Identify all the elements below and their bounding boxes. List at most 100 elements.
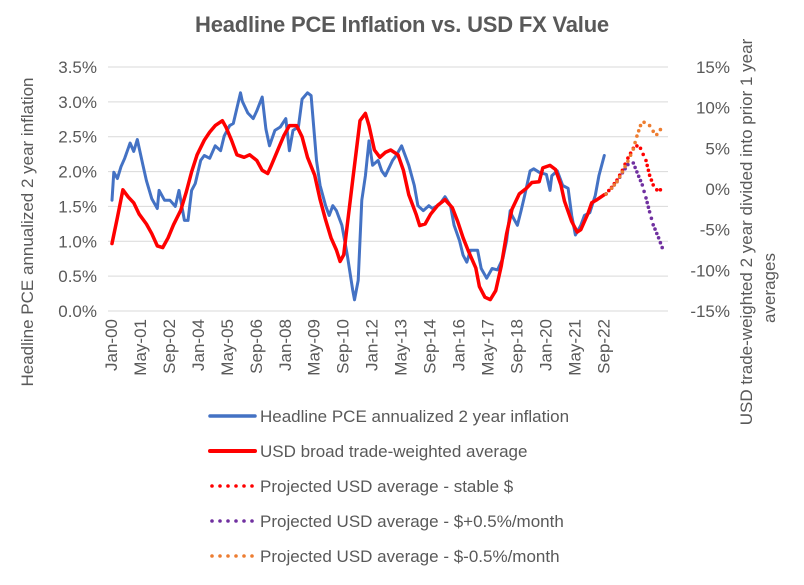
projection-dot — [655, 132, 659, 137]
x-tick-label: Sep-22 — [594, 319, 613, 374]
projection-dot — [633, 165, 637, 170]
projection-dot — [604, 192, 608, 196]
left-tick-label: 3.5% — [58, 58, 97, 77]
series-projected-usd-average-0-5-month-dots — [604, 161, 664, 250]
projection-dot — [626, 156, 630, 160]
projection-dot — [615, 179, 619, 184]
projection-dot — [642, 120, 646, 125]
projection-dot — [640, 183, 645, 187]
right-axis-ticks: -15% -10% -5% 0% 5% 10% 15% — [690, 58, 730, 321]
projection-dot — [638, 146, 643, 151]
left-tick-label: 1.5% — [58, 197, 97, 216]
legend-label: Headline PCE annualized 2 year inflation — [260, 407, 569, 426]
legend-label: Projected USD average - $+0.5%/month — [260, 512, 564, 531]
legend-item-projected-usd-average-stable: Projected USD average - stable $ — [210, 477, 514, 496]
projection-dot — [609, 186, 614, 190]
projection-dot — [635, 144, 639, 148]
projection-dot — [651, 223, 655, 227]
x-tick-label: Jan-00 — [102, 319, 121, 371]
legend-item-headline-pce-annualized-2-year-inflation: Headline PCE annualized 2 year inflation — [208, 407, 569, 426]
x-tick-label: Jan-16 — [450, 319, 469, 371]
x-tick-label: Jan-20 — [536, 319, 555, 371]
series-headline-pce-annualized-2-year-inflation-line — [110, 91, 606, 302]
projection-dot — [651, 129, 655, 134]
left-tick-label: 2.5% — [58, 128, 97, 147]
x-tick-label: Sep-10 — [334, 319, 353, 374]
right-tick-label: 15% — [696, 58, 730, 77]
projection-dot — [631, 161, 636, 165]
left-tick-label: 3.0% — [58, 93, 97, 112]
left-tick-label: 0.5% — [58, 267, 97, 286]
right-tick-label: -15% — [690, 302, 730, 321]
projection-dot — [626, 159, 630, 164]
projection-dot — [631, 147, 636, 151]
legend-label: Projected USD average - stable $ — [260, 477, 514, 496]
projection-dot — [653, 227, 657, 231]
projection-dot — [645, 163, 649, 168]
right-axis-title-line1: USD trade-weighted 2 year divided into p… — [737, 38, 756, 425]
projection-dot — [645, 200, 649, 205]
right-tick-label: -5% — [700, 221, 730, 240]
left-axis-title: Headline PCE annualized 2 year inflation — [18, 77, 37, 386]
projection-dot — [617, 175, 622, 179]
legend-item-usd-broad-trade-weighted-average: USD broad trade-weighted average — [208, 442, 527, 461]
series-usd-broad-trade-weighted-average-line — [110, 111, 607, 302]
plot-series — [110, 91, 664, 302]
projection-dot — [647, 210, 652, 214]
projection-dot — [607, 188, 611, 193]
projection-dot — [636, 129, 641, 133]
projection-dot — [638, 123, 643, 128]
left-tick-label: 1.0% — [58, 232, 97, 251]
projection-dot — [623, 164, 627, 169]
projection-dot — [658, 127, 663, 132]
projection-dot — [638, 178, 643, 183]
right-tick-label: 5% — [705, 139, 730, 158]
projection-dot — [651, 183, 655, 187]
projection-dot — [636, 174, 641, 179]
right-tick-label: 0% — [705, 180, 730, 199]
projection-dot — [612, 183, 617, 187]
left-axis-ticks: 0.0% 0.5% 1.0% 1.5% 2.0% 2.5% 3.0% 3.5% — [58, 58, 97, 321]
legend-label: USD broad trade-weighted average — [260, 442, 527, 461]
projection-dot — [635, 170, 639, 174]
projection-dot — [655, 188, 659, 192]
projection-dot — [649, 178, 654, 182]
chart-title: Headline PCE Inflation vs. USD FX Value — [195, 12, 609, 37]
projection-dot — [628, 153, 633, 157]
projection-dot — [646, 205, 651, 209]
x-tick-label: Sep-18 — [507, 319, 526, 374]
x-tick-label: May-13 — [392, 319, 411, 376]
projection-dot — [646, 168, 651, 173]
x-tick-label: Jan-04 — [189, 319, 208, 371]
x-axis-ticks: Jan-00 May-01 Sep-02 Jan-04 May-05 Sep-06 Jan-… — [102, 319, 613, 376]
projection-dot — [656, 236, 661, 240]
legend-swatch — [210, 484, 254, 488]
legend-swatch — [210, 519, 254, 523]
x-tick-label: May-05 — [218, 319, 237, 376]
legend: Headline PCE annualized 2 year inflation… — [208, 407, 569, 566]
projection-dot — [644, 196, 648, 200]
projection-dot — [626, 162, 630, 167]
legend-item-projected-usd-average-0-5-month: Projected USD average - $+0.5%/month — [210, 512, 564, 531]
left-tick-label: 0.0% — [58, 302, 97, 321]
projection-dot — [658, 240, 663, 245]
x-tick-label: May-17 — [478, 319, 497, 376]
x-tick-label: May-09 — [305, 319, 324, 376]
legend-item-projected-usd-average-0-5-month: Projected USD average - $-0.5%/month — [210, 547, 560, 566]
projection-dot — [658, 188, 663, 192]
projection-dot — [642, 189, 646, 194]
left-tick-label: 2.0% — [58, 163, 97, 182]
x-tick-label: Sep-02 — [160, 319, 179, 374]
right-tick-label: -10% — [690, 261, 730, 280]
projection-dot — [633, 140, 637, 145]
x-tick-label: Sep-14 — [421, 319, 440, 374]
projection-dot — [641, 152, 645, 157]
right-axis-title-line2: averages — [760, 253, 779, 323]
legend-swatch — [210, 554, 254, 558]
x-tick-label: Jan-12 — [363, 319, 382, 371]
projection-dot — [644, 158, 648, 163]
projection-dot — [647, 123, 652, 128]
projection-dot — [635, 134, 639, 138]
x-tick-label: Sep-06 — [247, 319, 266, 374]
